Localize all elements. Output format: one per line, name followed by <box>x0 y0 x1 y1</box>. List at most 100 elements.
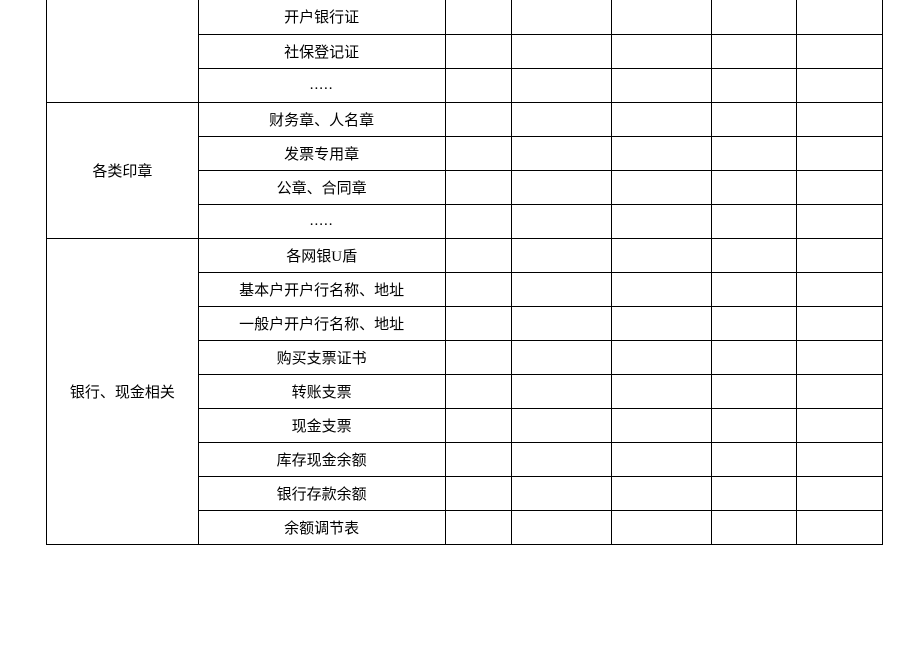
empty-cell <box>712 476 797 510</box>
empty-cell <box>712 136 797 170</box>
empty-cell <box>445 272 512 306</box>
empty-cell <box>797 34 883 68</box>
empty-cell <box>797 238 883 272</box>
item-cell: 一般户开户行名称、地址 <box>198 306 445 340</box>
empty-cell <box>512 272 612 306</box>
item-cell: 基本户开户行名称、地址 <box>198 272 445 306</box>
empty-cell <box>445 68 512 102</box>
empty-cell <box>797 408 883 442</box>
item-cell: 余额调节表 <box>198 510 445 544</box>
empty-cell <box>512 476 612 510</box>
item-cell: 财务章、人名章 <box>198 102 445 136</box>
empty-cell <box>445 442 512 476</box>
empty-cell <box>512 442 612 476</box>
empty-cell <box>797 340 883 374</box>
empty-cell <box>797 68 883 102</box>
empty-cell <box>612 136 712 170</box>
empty-cell <box>712 102 797 136</box>
empty-cell <box>712 34 797 68</box>
item-cell: ..... <box>198 68 445 102</box>
item-cell: ..... <box>198 204 445 238</box>
category-cell <box>47 0 199 102</box>
empty-cell <box>512 408 612 442</box>
empty-cell <box>445 170 512 204</box>
category-cell: 银行、现金相关 <box>47 238 199 544</box>
empty-cell <box>612 102 712 136</box>
empty-cell <box>612 238 712 272</box>
empty-cell <box>712 170 797 204</box>
empty-cell <box>612 204 712 238</box>
empty-cell <box>445 374 512 408</box>
empty-cell <box>712 272 797 306</box>
empty-cell <box>612 374 712 408</box>
empty-cell <box>612 306 712 340</box>
handover-table: 开户银行证 社保登记证 ..... 各类印章 财务章、人名章 <box>46 0 920 545</box>
empty-cell <box>712 340 797 374</box>
empty-cell <box>445 204 512 238</box>
empty-cell <box>445 34 512 68</box>
item-cell: 社保登记证 <box>198 34 445 68</box>
empty-cell <box>445 408 512 442</box>
empty-cell <box>612 34 712 68</box>
empty-cell <box>445 136 512 170</box>
empty-cell <box>512 374 612 408</box>
empty-cell <box>797 272 883 306</box>
empty-cell <box>612 408 712 442</box>
empty-cell <box>445 306 512 340</box>
empty-cell <box>445 476 512 510</box>
empty-cell <box>612 170 712 204</box>
item-cell: 公章、合同章 <box>198 170 445 204</box>
empty-cell <box>445 238 512 272</box>
empty-cell <box>445 510 512 544</box>
empty-cell <box>612 340 712 374</box>
empty-cell <box>712 306 797 340</box>
empty-cell <box>512 34 612 68</box>
empty-cell <box>797 442 883 476</box>
empty-cell <box>712 204 797 238</box>
empty-cell <box>797 476 883 510</box>
item-cell: 开户银行证 <box>198 0 445 34</box>
table-row: 各类印章 财务章、人名章 <box>47 102 883 136</box>
empty-cell <box>797 374 883 408</box>
item-cell: 购买支票证书 <box>198 340 445 374</box>
empty-cell <box>797 0 883 34</box>
empty-cell <box>712 408 797 442</box>
empty-cell <box>512 0 612 34</box>
empty-cell <box>712 238 797 272</box>
empty-cell <box>512 68 612 102</box>
empty-cell <box>612 510 712 544</box>
table-row: 开户银行证 <box>47 0 883 34</box>
empty-cell <box>712 510 797 544</box>
empty-cell <box>712 0 797 34</box>
empty-cell <box>712 374 797 408</box>
empty-cell <box>797 170 883 204</box>
empty-cell <box>512 306 612 340</box>
category-cell: 各类印章 <box>47 102 199 238</box>
empty-cell <box>797 102 883 136</box>
item-cell: 转账支票 <box>198 374 445 408</box>
empty-cell <box>612 0 712 34</box>
empty-cell <box>612 476 712 510</box>
item-cell: 现金支票 <box>198 408 445 442</box>
empty-cell <box>512 238 612 272</box>
empty-cell <box>512 204 612 238</box>
empty-cell <box>512 136 612 170</box>
item-cell: 银行存款余额 <box>198 476 445 510</box>
empty-cell <box>512 170 612 204</box>
table: 开户银行证 社保登记证 ..... 各类印章 财务章、人名章 <box>46 0 883 545</box>
empty-cell <box>612 272 712 306</box>
table-row: 银行、现金相关 各网银U盾 <box>47 238 883 272</box>
empty-cell <box>797 204 883 238</box>
empty-cell <box>612 442 712 476</box>
empty-cell <box>445 102 512 136</box>
empty-cell <box>445 0 512 34</box>
empty-cell <box>445 340 512 374</box>
empty-cell <box>612 68 712 102</box>
item-cell: 各网银U盾 <box>198 238 445 272</box>
item-cell: 库存现金余额 <box>198 442 445 476</box>
empty-cell <box>712 68 797 102</box>
empty-cell <box>797 510 883 544</box>
empty-cell <box>512 102 612 136</box>
empty-cell <box>797 306 883 340</box>
empty-cell <box>512 340 612 374</box>
